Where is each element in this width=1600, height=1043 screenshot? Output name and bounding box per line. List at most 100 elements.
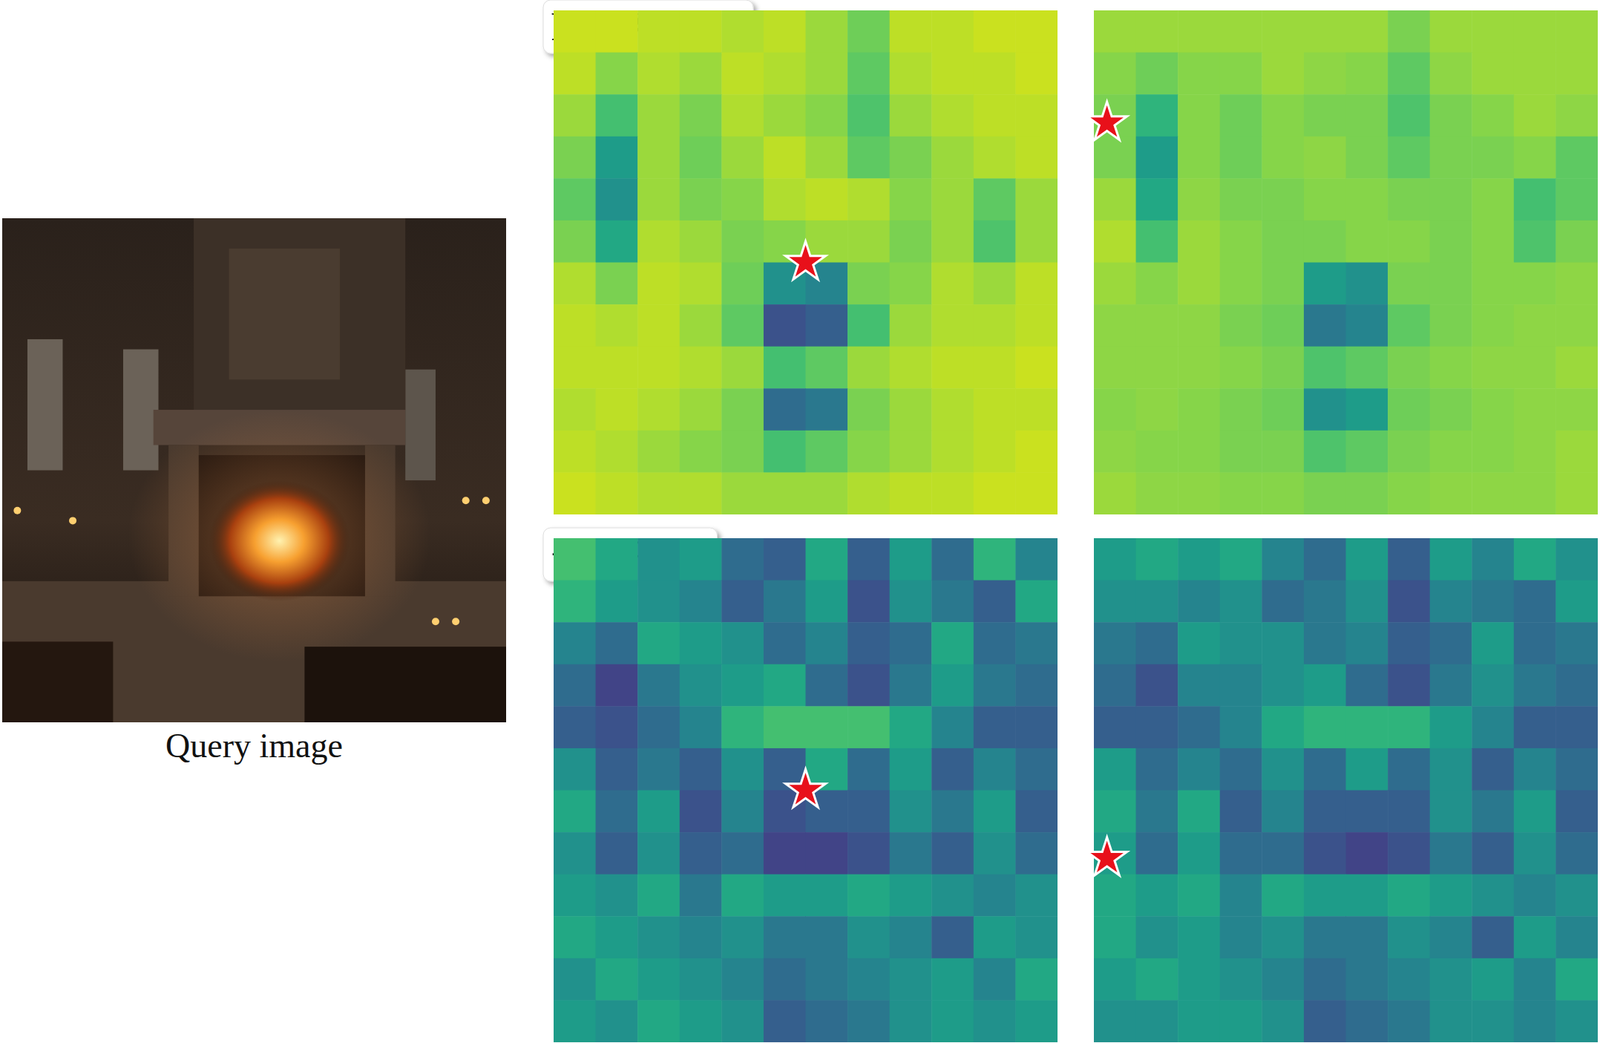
cell bbox=[1513, 346, 1557, 389]
cell bbox=[763, 304, 806, 347]
cell bbox=[637, 94, 680, 137]
cell bbox=[1387, 580, 1431, 623]
cell bbox=[973, 346, 1016, 389]
cell bbox=[1555, 915, 1598, 959]
cell bbox=[595, 94, 639, 137]
cell bbox=[679, 262, 723, 306]
cell bbox=[1555, 178, 1598, 221]
cell bbox=[973, 580, 1016, 623]
cell bbox=[1220, 471, 1263, 515]
cell bbox=[1093, 621, 1137, 665]
cell bbox=[721, 748, 764, 791]
cell bbox=[847, 220, 890, 263]
cell bbox=[721, 471, 764, 515]
cell bbox=[847, 958, 890, 1001]
cell bbox=[1513, 136, 1557, 179]
cell bbox=[1513, 178, 1557, 221]
cell bbox=[889, 915, 933, 959]
cell bbox=[637, 262, 680, 306]
cell bbox=[1015, 915, 1058, 959]
window bbox=[27, 339, 64, 471]
cell bbox=[1346, 10, 1389, 53]
cell bbox=[1346, 999, 1389, 1042]
cell bbox=[1303, 94, 1347, 137]
cell bbox=[889, 874, 933, 917]
cell bbox=[721, 538, 764, 581]
cell bbox=[889, 10, 933, 53]
cell bbox=[1136, 94, 1179, 137]
cell bbox=[553, 346, 596, 389]
cell bbox=[1136, 790, 1179, 833]
cell bbox=[931, 136, 974, 179]
cell bbox=[973, 304, 1016, 347]
cell bbox=[1387, 664, 1431, 707]
cell bbox=[1177, 94, 1221, 137]
cell bbox=[1346, 664, 1389, 707]
cell bbox=[637, 874, 680, 917]
cell bbox=[721, 874, 764, 917]
cell bbox=[721, 136, 764, 179]
cell bbox=[1513, 748, 1557, 791]
cell bbox=[931, 220, 974, 263]
cell bbox=[1093, 958, 1137, 1001]
cell bbox=[1430, 178, 1473, 221]
cell bbox=[1220, 346, 1263, 389]
cell bbox=[1471, 831, 1514, 875]
cell bbox=[931, 10, 974, 53]
cell bbox=[679, 874, 723, 917]
cell bbox=[763, 999, 806, 1042]
cell bbox=[805, 874, 849, 917]
cell bbox=[1136, 136, 1179, 179]
query-image bbox=[2, 218, 507, 723]
cell bbox=[1136, 958, 1179, 1001]
cell bbox=[1261, 790, 1304, 833]
cell bbox=[1177, 346, 1221, 389]
cell bbox=[889, 621, 933, 665]
cell bbox=[721, 262, 764, 306]
cell bbox=[973, 538, 1016, 581]
room bbox=[2, 218, 507, 723]
cell bbox=[1555, 262, 1598, 306]
cell bbox=[1387, 94, 1431, 137]
cell bbox=[973, 52, 1016, 95]
cell bbox=[595, 958, 639, 1001]
caption: Query image bbox=[165, 726, 343, 765]
cell bbox=[721, 915, 764, 959]
cell bbox=[553, 790, 596, 833]
cell bbox=[763, 621, 806, 665]
cell bbox=[763, 388, 806, 431]
cell bbox=[679, 10, 723, 53]
cell bbox=[931, 430, 974, 473]
cell bbox=[889, 538, 933, 581]
cell bbox=[1303, 705, 1347, 749]
cell bbox=[1136, 748, 1179, 791]
cell bbox=[1015, 580, 1058, 623]
cell bbox=[1303, 538, 1347, 581]
cell bbox=[1177, 748, 1221, 791]
cell bbox=[1387, 999, 1431, 1042]
cell bbox=[1136, 874, 1179, 917]
cell bbox=[553, 136, 596, 179]
cell bbox=[847, 915, 890, 959]
cell bbox=[1015, 262, 1058, 306]
cell bbox=[553, 621, 596, 665]
cell bbox=[847, 471, 890, 515]
cell bbox=[1261, 388, 1304, 431]
cell bbox=[1261, 705, 1304, 749]
cell bbox=[1430, 262, 1473, 306]
cell bbox=[1015, 621, 1058, 665]
cell bbox=[1136, 471, 1179, 515]
cell bbox=[931, 94, 974, 137]
cell bbox=[1387, 10, 1431, 53]
cell bbox=[1346, 915, 1389, 959]
cell bbox=[637, 304, 680, 347]
cell bbox=[1136, 538, 1179, 581]
cell bbox=[1093, 915, 1137, 959]
cell bbox=[595, 304, 639, 347]
cell bbox=[1430, 94, 1473, 137]
cell bbox=[1015, 10, 1058, 53]
cell bbox=[1387, 705, 1431, 749]
cell bbox=[1555, 580, 1598, 623]
cell bbox=[1261, 958, 1304, 1001]
cell bbox=[1555, 748, 1598, 791]
